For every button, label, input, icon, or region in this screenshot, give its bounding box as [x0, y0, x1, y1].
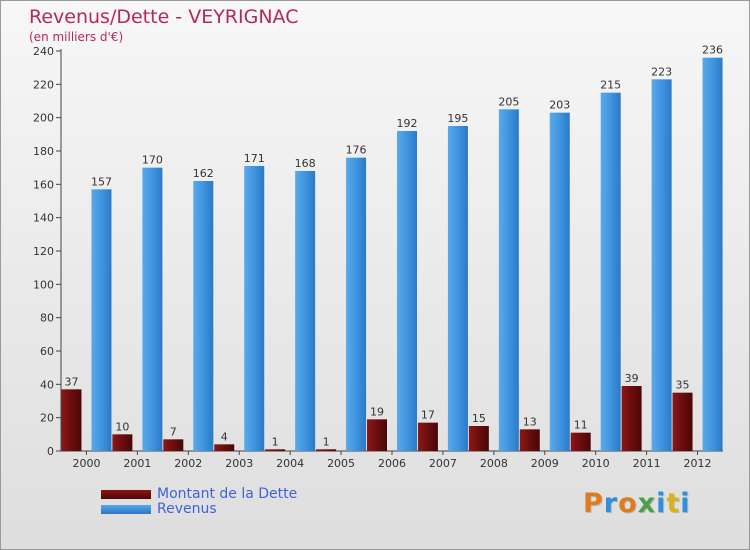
x-tick-label: 2004 [276, 457, 304, 470]
bar-revenus [447, 126, 468, 451]
data-label-dette: 1 [323, 435, 330, 448]
y-tick-label: 180 [33, 145, 54, 158]
y-tick-label: 220 [33, 78, 54, 91]
y-tick-label: 20 [40, 412, 54, 425]
logo-letter: P [583, 488, 604, 519]
bar-revenus [193, 181, 214, 451]
bar-revenus [549, 112, 570, 452]
logo-letter: i [680, 488, 691, 519]
data-label-revenus: 157 [91, 175, 112, 188]
bar-dette [570, 432, 591, 451]
y-tick-label: 240 [33, 45, 54, 58]
data-label-dette: 19 [370, 405, 384, 418]
x-tick-label: 2005 [327, 457, 355, 470]
x-tick-label: 2002 [174, 457, 202, 470]
bar-dette [316, 449, 337, 451]
data-label-dette: 1 [272, 435, 279, 448]
bar-dette [367, 419, 387, 451]
bar-revenus [498, 109, 519, 451]
bar-revenus [600, 92, 621, 452]
bar-revenus [244, 166, 265, 451]
legend-label-revenus: Revenus [157, 501, 217, 517]
bar-dette [265, 449, 286, 451]
data-label-revenus: 205 [498, 95, 519, 108]
x-tick-label: 2011 [633, 457, 661, 470]
legend-swatch-dette [101, 490, 151, 499]
bar-revenus [346, 157, 367, 451]
x-tick-label: 2001 [123, 457, 151, 470]
chart-subtitle: (en milliers d'€) [29, 30, 124, 44]
data-label-revenus: 215 [600, 79, 621, 92]
logo-letter: i [656, 488, 667, 519]
y-tick-label: 140 [33, 212, 54, 225]
logo-letter: x [637, 488, 657, 519]
bar-revenus [142, 167, 163, 451]
logo-letter: r [603, 488, 619, 519]
data-label-revenus: 236 [702, 44, 723, 57]
x-tick-label: 2009 [531, 457, 559, 470]
bar-dette [621, 386, 642, 451]
data-label-dette: 39 [625, 372, 639, 385]
data-label-dette: 4 [221, 430, 228, 443]
y-tick-label: 120 [33, 245, 54, 258]
bar-dette [214, 444, 235, 451]
bar-dette [112, 434, 133, 451]
x-tick-label: 2006 [378, 457, 406, 470]
data-label-dette: 7 [170, 425, 177, 438]
legend-label-dette: Montant de la Dette [157, 486, 298, 502]
data-label-dette: 11 [574, 419, 588, 432]
data-label-dette: 37 [64, 375, 78, 388]
data-label-revenus: 195 [447, 112, 468, 125]
data-label-revenus: 176 [346, 144, 367, 157]
x-tick-label: 2010 [582, 457, 610, 470]
bar-revenus [702, 57, 723, 452]
data-label-revenus: 203 [549, 99, 570, 112]
y-tick-label: 80 [40, 312, 54, 325]
bar-dette [519, 429, 540, 451]
x-tick-label: 2007 [429, 457, 457, 470]
bar-dette [61, 389, 82, 451]
bar-dette [417, 422, 438, 451]
x-tick-label: 2012 [684, 457, 712, 470]
y-tick-label: 200 [33, 112, 54, 125]
y-tick-label: 40 [40, 378, 54, 391]
logo-letter: t [666, 488, 681, 519]
y-tick-label: 100 [33, 278, 54, 291]
data-label-revenus: 192 [397, 117, 418, 130]
y-tick-label: 160 [33, 178, 54, 191]
logo-letter: o [618, 488, 638, 519]
chart-title: Revenus/Dette - VEYRIGNAC [29, 6, 299, 28]
data-label-revenus: 171 [244, 152, 265, 165]
x-tick-label: 2003 [225, 457, 253, 470]
data-label-dette: 13 [523, 415, 537, 428]
data-label-revenus: 168 [295, 157, 316, 170]
data-label-dette: 17 [421, 409, 435, 422]
bar-revenus [397, 131, 417, 451]
x-tick-label: 2008 [480, 457, 508, 470]
y-tick-label: 0 [47, 445, 54, 458]
bar-dette [468, 426, 489, 451]
y-tick-label: 60 [40, 345, 54, 358]
x-tick-label: 2000 [72, 457, 100, 470]
data-label-dette: 35 [676, 379, 690, 392]
bar-revenus [91, 189, 112, 452]
bar-revenus [295, 171, 316, 451]
bar-dette [163, 439, 184, 451]
data-label-revenus: 170 [142, 154, 163, 167]
data-label-revenus: 223 [651, 65, 672, 78]
data-label-revenus: 162 [193, 167, 214, 180]
proxiti-logo: Proxiti [583, 488, 691, 519]
bar-dette [672, 392, 693, 451]
data-label-dette: 15 [472, 412, 486, 425]
legend-swatch-revenus [101, 505, 151, 514]
bar-revenus [651, 79, 672, 451]
data-label-dette: 10 [115, 420, 129, 433]
